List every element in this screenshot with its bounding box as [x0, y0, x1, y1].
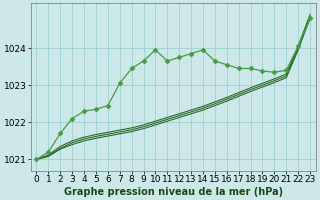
X-axis label: Graphe pression niveau de la mer (hPa): Graphe pression niveau de la mer (hPa) — [64, 187, 283, 197]
